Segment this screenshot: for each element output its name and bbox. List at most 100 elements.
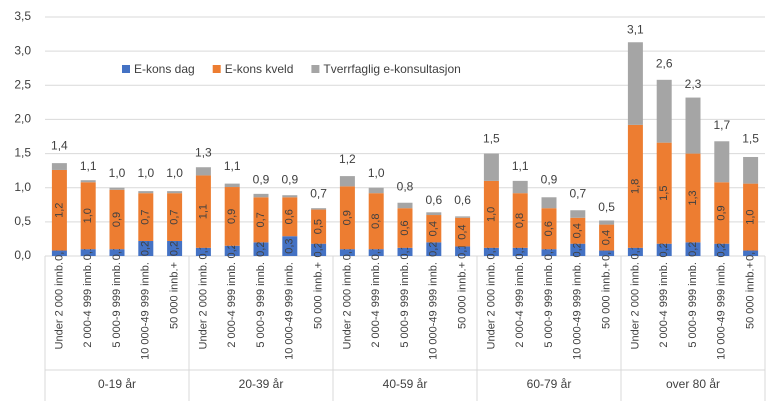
bar-segment [599, 250, 615, 256]
x-tick-label: 10 000-49 999 innb. [572, 262, 584, 360]
bar-segment [599, 224, 615, 251]
data-label: 0,1 [399, 244, 411, 259]
x-tick-label: 50 000 innb.+ [745, 262, 757, 329]
bar-segment [570, 243, 586, 256]
group-label: 20-39 år [239, 377, 284, 391]
data-label: 0,1 [197, 244, 209, 259]
x-tick-label: 2 000-4 999 innb. [514, 262, 526, 348]
data-label: 0,2 [140, 241, 152, 256]
data-label: 0,1 [629, 244, 641, 259]
bar-segment [339, 186, 355, 250]
data-label: 0,8 [514, 213, 526, 228]
y-tick-label: 2,5 [14, 77, 31, 91]
bar-segment [311, 208, 327, 210]
bar-segment [541, 208, 557, 250]
bar-segment [224, 245, 240, 256]
bar-segment [138, 193, 154, 241]
data-label: 0,1 [485, 244, 497, 259]
bar-segment [656, 142, 672, 244]
bar-segment [685, 97, 701, 154]
x-tick-label: 2 000-4 999 innb. [658, 262, 670, 348]
x-tick-label: 50 000 innb.+ [601, 262, 613, 329]
bar-segment [455, 217, 471, 247]
bar-segment [109, 187, 125, 190]
data-label: 0,1 [514, 244, 526, 259]
total-label: 1,5 [483, 132, 500, 146]
y-tick-label: 3,0 [14, 43, 31, 57]
total-label: 0,7 [310, 186, 327, 200]
data-label: 0,2 [658, 242, 670, 257]
total-label: 0,9 [253, 173, 270, 187]
data-label: 0,2 [716, 242, 728, 257]
bar-segment [599, 220, 615, 225]
bar-segment [339, 176, 355, 187]
x-tick-label: 2 000-4 999 innb. [370, 262, 382, 348]
y-tick-label: 2,0 [14, 112, 31, 126]
data-label: 0,6 [543, 221, 555, 236]
x-tick-label: 50 000 innb.+ [313, 262, 325, 329]
bar-segment [685, 242, 701, 256]
data-label: 0,1 [111, 245, 123, 260]
bar-segment [368, 193, 384, 250]
data-label: 0,3 [284, 238, 296, 253]
bar-segment [426, 242, 442, 256]
bar-segment [224, 183, 240, 188]
bar-segment [51, 163, 67, 170]
total-label: 1,1 [224, 159, 241, 173]
data-label: 0,4 [457, 224, 469, 239]
total-label: 0,9 [541, 173, 558, 187]
total-label: 1,7 [713, 118, 730, 132]
total-label: 0,5 [598, 200, 615, 214]
legend-swatch [212, 65, 221, 73]
bar-segment [109, 189, 125, 250]
bar-segment [282, 236, 298, 256]
bar-segment [685, 153, 701, 243]
total-label: 0,6 [425, 193, 442, 207]
x-tick-label: 10 000-49 999 innb. [284, 262, 296, 360]
group-label: 0-19 år [98, 377, 136, 391]
bar-segment [627, 124, 643, 248]
bar-segment [368, 187, 384, 194]
data-label: 0,9 [716, 205, 728, 220]
data-label: 0,2 [428, 242, 440, 257]
data-label: 0,1 [341, 245, 353, 260]
x-tick-label: 10 000-49 999 innb. [140, 262, 152, 360]
data-label: 0,8 [370, 214, 382, 229]
data-label: 0,7 [140, 209, 152, 224]
bar-segment [714, 243, 730, 256]
total-label: 0,9 [281, 173, 298, 187]
data-label: 0,2 [255, 242, 267, 257]
y-tick-label: 0,0 [14, 248, 31, 262]
total-label: 0,7 [569, 186, 586, 200]
x-tick-label: Under 2 000 innb. [53, 262, 65, 349]
bar-segment [195, 175, 211, 248]
bar-segment [311, 209, 327, 244]
data-label: 0,1 [53, 246, 65, 261]
bar-segment [51, 169, 67, 251]
bar-segment [570, 210, 586, 218]
x-tick-label: Under 2 000 innb. [485, 262, 497, 349]
data-label: 0,6 [399, 220, 411, 235]
x-tick-label: 5 000-9 999 innb. [111, 262, 123, 348]
total-label: 1,1 [512, 159, 529, 173]
bar-segment [397, 208, 413, 248]
bar-segment [455, 246, 471, 256]
data-label: 0,2 [169, 241, 181, 256]
y-tick-label: 1,0 [14, 180, 31, 194]
bar-segment [80, 249, 96, 256]
total-label: 1,2 [339, 152, 356, 166]
data-label: 0,5 [313, 219, 325, 234]
total-label: 1,0 [368, 166, 385, 180]
bar-segment [167, 240, 183, 256]
y-tick-label: 0,5 [14, 214, 31, 228]
bar-segment [541, 249, 557, 256]
bar-segment [368, 249, 384, 256]
bar-segment [138, 240, 154, 256]
bar-segment [80, 182, 96, 250]
bar-segment [483, 153, 499, 181]
total-label: 1,0 [109, 166, 126, 180]
total-label: 1,0 [166, 166, 183, 180]
x-tick-label: 5 000-9 999 innb. [399, 262, 411, 348]
bar-segment [397, 247, 413, 256]
bar-segment [512, 247, 528, 256]
